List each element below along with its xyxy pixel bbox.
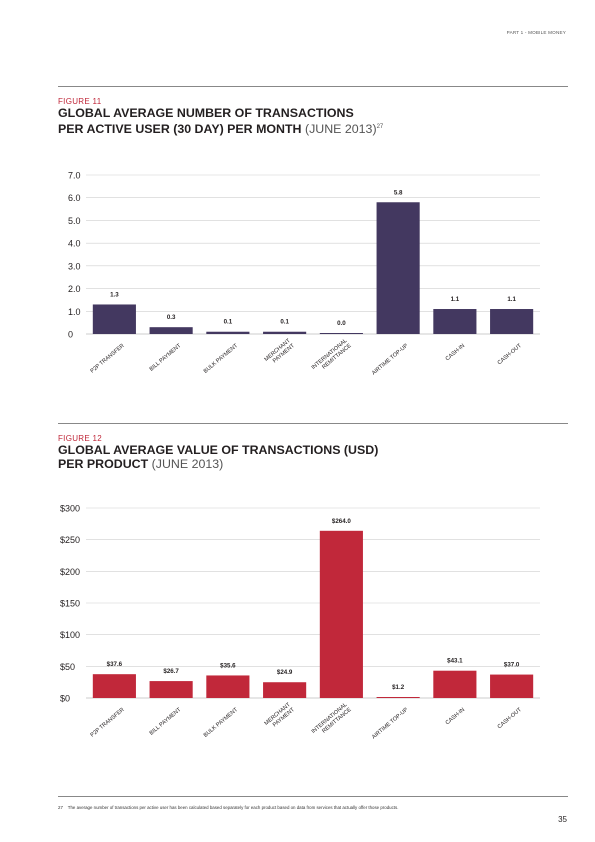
figure11-title-line1: GLOBAL AVERAGE NUMBER OF TRANSACTIONS	[58, 106, 354, 120]
footnote-text: The average number of transactions per a…	[67, 805, 399, 810]
bar	[92, 674, 136, 698]
y-tick-label: 1.0	[68, 307, 81, 317]
section-label: PART 1 - MOBILE MONEY	[506, 30, 566, 35]
y-tick-label: $0	[60, 694, 70, 704]
figure12-title-line1: GLOBAL AVERAGE VALUE OF TRANSACTIONS (US…	[58, 443, 379, 457]
x-tick-label-line: BILL PAYMENT	[149, 707, 183, 737]
y-tick-label: 0	[68, 330, 73, 340]
y-tick-label: 5.0	[68, 216, 81, 226]
data-label: $35.6	[220, 662, 236, 669]
bar	[263, 682, 307, 698]
figure12-title-line2: PER PRODUCT (JUNE 2013)	[58, 456, 378, 472]
x-tick-label: BULK PAYMENT	[203, 707, 240, 739]
data-label: 1.1	[451, 296, 460, 303]
bar	[149, 327, 193, 334]
x-tick-label: CASH-OUT	[497, 707, 524, 731]
figure11-footnote-ref: 27	[376, 123, 384, 130]
data-label: $264.0	[332, 518, 351, 525]
data-label: $24.9	[277, 669, 293, 676]
data-label: $37.0	[504, 662, 520, 669]
y-tick-label: 2.0	[68, 284, 81, 294]
x-tick-label: BILL PAYMENT	[149, 707, 183, 737]
figure11-title-line2: PER ACTIVE USER (30 DAY) PER MONTH (JUNE…	[58, 121, 383, 137]
bar	[376, 202, 420, 334]
data-label: 0.0	[337, 320, 346, 327]
bar	[206, 331, 250, 334]
footnote-rule	[58, 796, 568, 797]
data-label: 5.8	[394, 189, 403, 196]
x-tick-label: CASH-IN	[445, 707, 466, 726]
figure11-title: GLOBAL AVERAGE NUMBER OF TRANSACTIONS PE…	[58, 106, 383, 137]
data-label: $1.2	[392, 684, 405, 691]
bar	[490, 309, 534, 334]
y-tick-label: $200	[60, 567, 80, 577]
y-tick-label: $150	[60, 599, 80, 609]
x-tick-label-line: BULK PAYMENT	[203, 707, 240, 739]
bar	[263, 331, 307, 334]
figure11-title-date: (JUNE 2013)	[304, 121, 377, 136]
figure12-title-bold: PER PRODUCT	[58, 456, 149, 471]
y-tick-label: $100	[60, 630, 80, 640]
top-rule	[58, 86, 568, 87]
page-number: 35	[558, 815, 567, 824]
data-label: $26.7	[163, 668, 179, 675]
x-tick-label: AIRTIME TOP-UP	[371, 707, 410, 741]
y-tick-label: 7.0	[68, 171, 81, 181]
data-label: 0.1	[280, 319, 289, 326]
x-tick-label: MERCHANTPAYMENT	[264, 702, 297, 732]
x-tick-label-line: AIRTIME TOP-UP	[371, 707, 410, 741]
data-label: $37.6	[107, 661, 123, 668]
y-tick-label: 6.0	[68, 193, 81, 203]
bar	[319, 530, 363, 698]
y-tick-label: $250	[60, 535, 80, 545]
x-tick-label: INTERNATIONALREMITTANCE	[311, 702, 353, 740]
bar	[376, 697, 420, 698]
figure12-title-date: (JUNE 2013)	[151, 456, 224, 471]
data-label: $43.1	[447, 658, 463, 665]
data-label: 0.1	[224, 319, 233, 326]
bar	[149, 681, 193, 698]
footnote: 27 The average number of transactions pe…	[58, 805, 398, 810]
bar	[433, 670, 477, 698]
y-tick-label: 4.0	[68, 239, 81, 249]
data-label: 1.3	[110, 291, 119, 298]
x-tick-label-line: P2P TRANSFER	[90, 707, 126, 739]
bar	[433, 309, 477, 334]
y-tick-label: $50	[60, 662, 75, 672]
x-tick-label-line: CASH-OUT	[497, 707, 524, 731]
data-label: 1.1	[507, 296, 516, 303]
x-tick-label-line: CASH-IN	[445, 707, 466, 726]
bar	[319, 333, 363, 334]
bar	[490, 674, 534, 698]
data-label: 0.3	[167, 314, 176, 321]
bar	[92, 304, 136, 334]
middle-rule	[58, 423, 568, 424]
figure12-title: GLOBAL AVERAGE VALUE OF TRANSACTIONS (US…	[58, 443, 379, 472]
y-tick-label: 3.0	[68, 261, 81, 271]
figure11-title-bold: PER ACTIVE USER (30 DAY) PER MONTH	[58, 121, 302, 136]
x-tick-label: P2P TRANSFER	[90, 707, 126, 739]
y-tick-label: $300	[60, 504, 80, 514]
figure11-label: FIGURE 11	[58, 97, 102, 106]
figure12-label: FIGURE 12	[58, 434, 103, 443]
bar	[206, 675, 250, 698]
footnote-number: 27	[58, 805, 63, 810]
